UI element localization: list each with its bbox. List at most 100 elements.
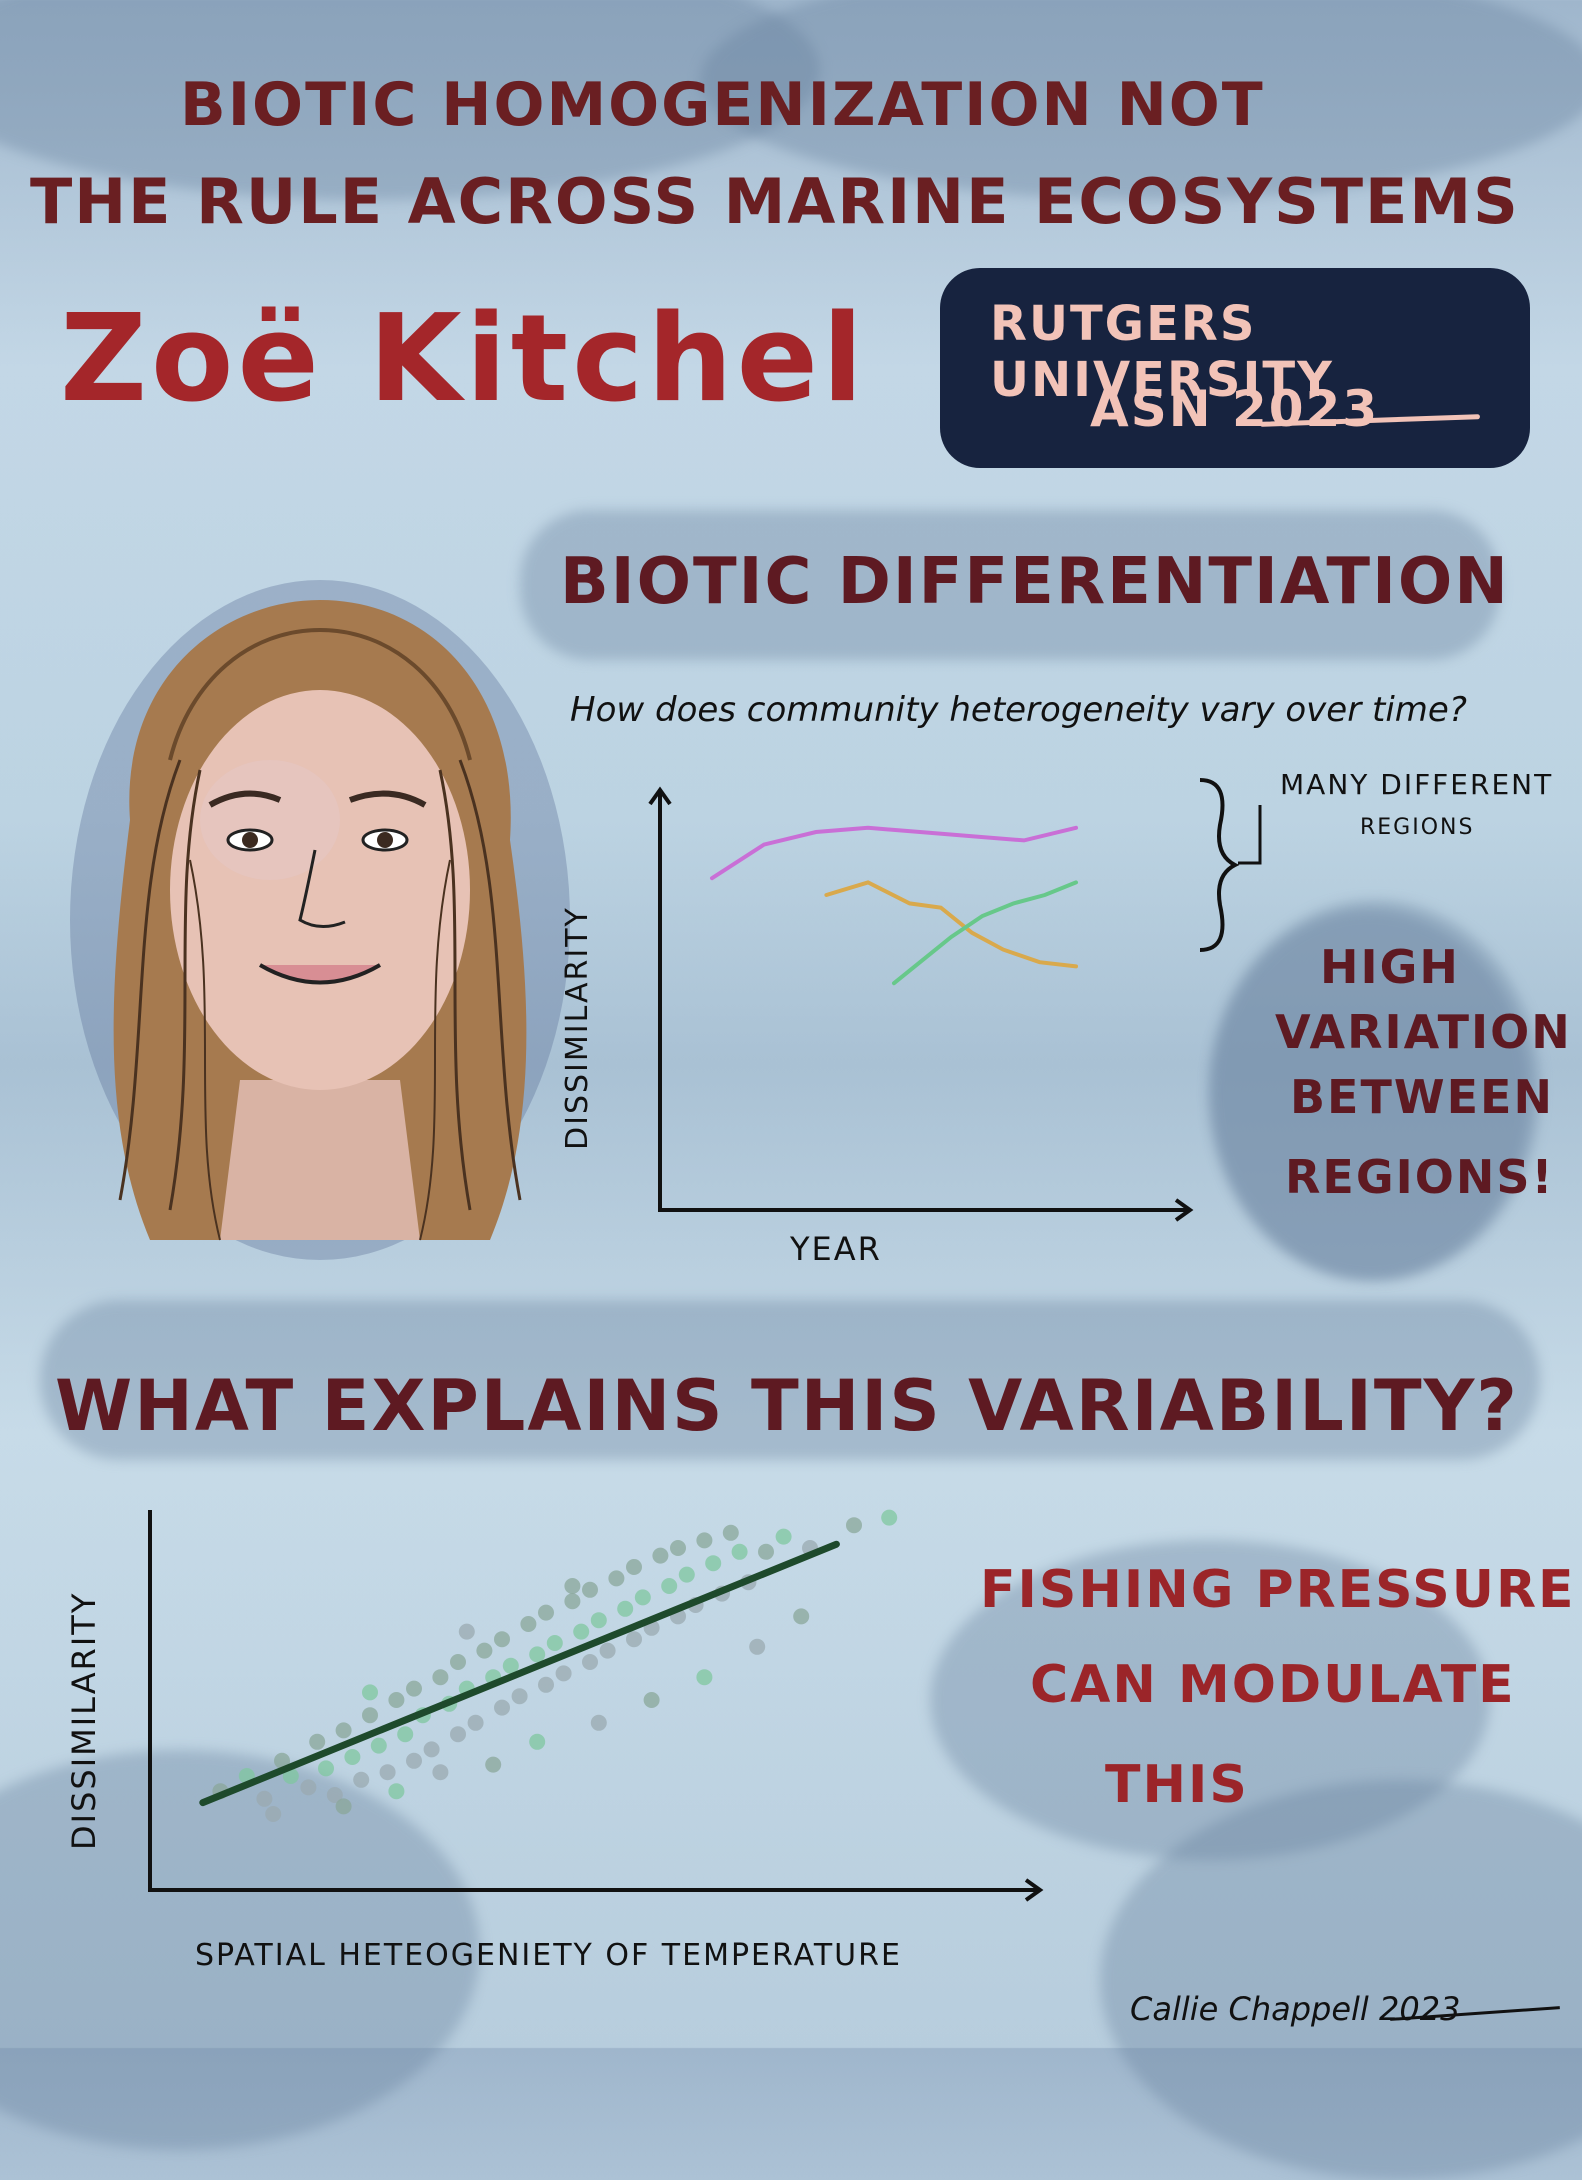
callout2-line-1: FISHING PRESSURE: [980, 1560, 1576, 1620]
scatter-point: [758, 1543, 774, 1560]
scatter-point: [406, 1680, 422, 1697]
scatter-point: [467, 1714, 484, 1731]
scatter-point: [731, 1543, 748, 1560]
scatter-point: [582, 1654, 598, 1670]
scatter-point: [379, 1764, 396, 1781]
section1-heading: BIOTIC DIFFERENTIATION: [560, 545, 1510, 619]
scatter-point: [362, 1684, 378, 1701]
chart1-series-0: [710, 825, 1078, 881]
scatter-point: [353, 1771, 370, 1788]
chart2-x-arrow: [1024, 1878, 1044, 1902]
line-chart: [648, 786, 1194, 1222]
scatter-point: [749, 1638, 766, 1655]
scatter-point: [458, 1623, 475, 1640]
scatter-point: [529, 1646, 546, 1663]
scatter-point: [432, 1669, 449, 1686]
scatter-point: [643, 1692, 660, 1708]
scatter-point: [335, 1798, 352, 1815]
scatter-point: [265, 1806, 282, 1822]
scatter-point: [573, 1623, 590, 1640]
callout-variation: VARIATION: [1275, 1005, 1572, 1059]
scatter-point: [494, 1631, 510, 1648]
scatter-point: [256, 1790, 273, 1807]
scatter-point: [696, 1669, 713, 1686]
chart1-series-1: [824, 880, 1078, 969]
scatter-point: [678, 1566, 695, 1583]
scatter-point: [511, 1688, 528, 1705]
scatter-point: [362, 1707, 378, 1724]
scatter-point: [476, 1642, 493, 1659]
regions-bracket: [1199, 778, 1262, 952]
scatter-point: [538, 1604, 554, 1621]
scatter-point: [881, 1509, 898, 1526]
scatter-point: [634, 1589, 651, 1606]
scatter-point: [696, 1532, 713, 1549]
callout-regions: REGIONS!: [1285, 1150, 1555, 1204]
scatter-point: [626, 1631, 642, 1648]
regions-note-1: MANY DIFFERENT: [1280, 768, 1554, 801]
scatter-point: [670, 1540, 686, 1556]
scatter-point: [705, 1555, 722, 1572]
scatter-point: [450, 1726, 466, 1743]
scatter-point: [846, 1517, 862, 1534]
title-line-2: THE RULE ACROSS MARINE ECOSYSTEMS: [30, 165, 1520, 238]
scatter-point: [617, 1600, 634, 1617]
scatter-point: [274, 1752, 290, 1769]
scatter-point: [335, 1722, 352, 1739]
scatter-chart: [148, 1509, 1044, 1902]
scatter-point: [309, 1733, 326, 1750]
scatter-point: [538, 1676, 554, 1693]
scatter-point: [582, 1581, 598, 1598]
scatter-point: [432, 1764, 449, 1781]
scatter-point: [318, 1760, 334, 1777]
scatter-point: [344, 1749, 361, 1765]
callout2-line-2: CAN MODULATE: [1030, 1655, 1516, 1715]
chart2-axes: [148, 1510, 1040, 1892]
affiliation-text: RUTGERS UNIVERSITY: [990, 296, 1334, 408]
event-text: ASN 2023: [1090, 380, 1380, 438]
artist-signature: Callie Chappell 2023: [1130, 1990, 1461, 2028]
scatter-point: [502, 1657, 519, 1674]
scatter-point: [775, 1528, 792, 1545]
scatter-point: [397, 1726, 414, 1743]
callout-between: BETWEEN: [1290, 1070, 1554, 1124]
scatter-point: [494, 1699, 510, 1716]
scatter-point: [520, 1616, 537, 1632]
chart1-x-arrow: [1174, 1198, 1194, 1222]
scatter-point: [599, 1642, 616, 1659]
trend-line: [199, 1540, 840, 1807]
scatter-point: [450, 1654, 466, 1670]
chart2-ylabel: DISSIMILARITY: [65, 1591, 103, 1850]
chart1-y-arrow: [648, 786, 672, 806]
scatter-point: [388, 1783, 405, 1800]
callout-high: HIGH: [1320, 940, 1460, 994]
scatter-point: [626, 1559, 642, 1575]
chart1-series-2: [892, 880, 1078, 986]
regions-note-2: REGIONS: [1360, 815, 1475, 840]
speaker-name: Zoë Kitchel: [60, 290, 868, 429]
chart2-xlabel: SPATIAL HETEOGENIETY OF TEMPERATURE: [195, 1938, 902, 1973]
scatter-point: [300, 1779, 317, 1796]
scatter-point: [722, 1524, 739, 1541]
scatter-point: [564, 1593, 581, 1610]
chart1-axes: [658, 790, 1190, 1212]
section2-heading: WHAT EXPLAINS THIS VARIABILITY?: [55, 1365, 1519, 1447]
scatter-point: [546, 1635, 563, 1651]
scatter-point: [529, 1733, 546, 1750]
chart1-xlabel: YEAR: [790, 1230, 882, 1268]
scatter-point: [608, 1570, 625, 1587]
scatter-point: [590, 1612, 607, 1629]
scatter-point: [388, 1692, 405, 1708]
scatter-point: [564, 1578, 581, 1594]
scatter-point: [652, 1547, 669, 1564]
scatter-point: [555, 1665, 572, 1682]
scatter-point: [406, 1752, 422, 1769]
callout2-line-3: THIS: [1105, 1755, 1249, 1815]
scatter-point: [326, 1787, 343, 1803]
section1-question: How does community heterogeneity vary ov…: [570, 690, 1467, 730]
scatter-point: [590, 1714, 607, 1731]
scatter-point: [793, 1608, 810, 1625]
affiliation-badge: RUTGERS UNIVERSITY ASN 2023: [940, 268, 1530, 468]
speaker-portrait: [70, 580, 570, 1260]
chart1-ylabel: DISSIMILARITY: [560, 906, 595, 1150]
